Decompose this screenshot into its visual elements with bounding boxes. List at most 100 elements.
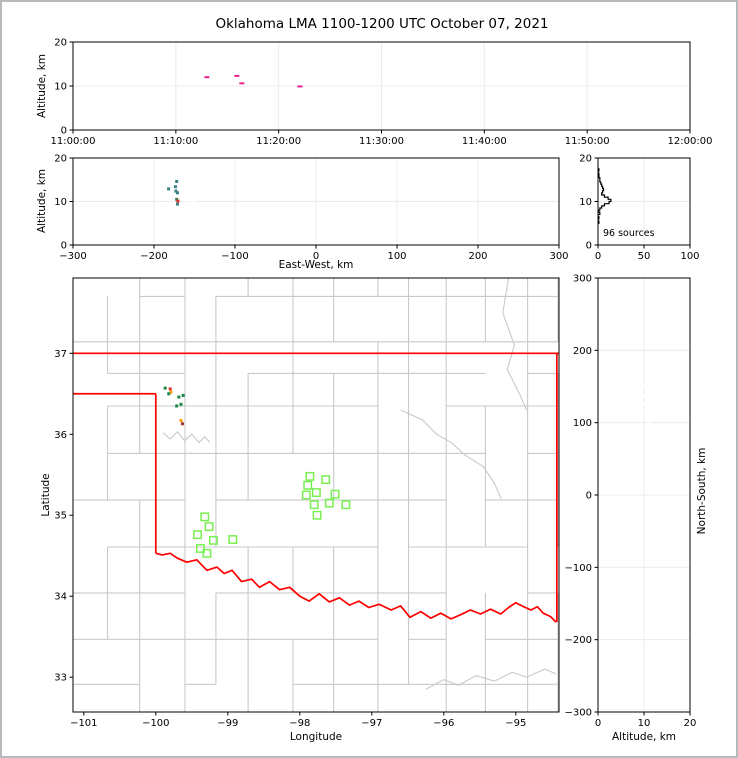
tick-label: 0 <box>586 491 592 502</box>
source-point <box>174 189 178 193</box>
source-point-white <box>647 421 651 425</box>
tick-label: 100 <box>680 251 699 262</box>
tick-label: 0 <box>313 251 319 262</box>
source-point-white <box>642 403 646 407</box>
tick-label: 100 <box>387 251 406 262</box>
tick-label: 12:00:00 <box>668 136 713 147</box>
tick-label: 35 <box>54 511 67 522</box>
tick-label: 300 <box>549 251 568 262</box>
source-point <box>181 393 185 397</box>
tick-label: 37 <box>54 349 67 360</box>
source-point-white <box>642 385 646 388</box>
tick-label: 0 <box>595 251 601 262</box>
source-point <box>175 202 179 206</box>
tick-label: 36 <box>54 430 67 441</box>
lma-station-marker <box>303 480 313 490</box>
lma-station-marker <box>193 530 203 540</box>
panel-spine <box>597 277 691 713</box>
tick-label: 34 <box>54 592 67 603</box>
eastwest-panel-ylabel: Altitude, km <box>36 168 48 234</box>
tick-label: −97 <box>361 718 382 729</box>
source-point <box>175 404 179 408</box>
tick-label: −200 <box>140 251 167 262</box>
source-point <box>176 199 180 203</box>
tick-label: −100 <box>142 718 169 729</box>
lma-station-marker <box>208 535 218 545</box>
source-point <box>168 387 172 391</box>
river-line <box>162 430 211 444</box>
tick-label: −100 <box>565 563 592 574</box>
panel-time-height: 11:00:00 11:10:00 11:20:00 11:30:00 11:40:00… <box>51 38 713 148</box>
river-line <box>425 668 557 690</box>
county-boundaries <box>73 278 559 712</box>
source-point <box>175 179 179 183</box>
northsouth-panel-xlabel: Altitude, km <box>611 731 677 743</box>
tick-label: 10 <box>54 82 67 93</box>
tick-label: 50 <box>638 251 651 262</box>
map-xlabel: Longitude <box>289 731 343 743</box>
source-point <box>175 197 179 201</box>
altitude-histogram-line <box>598 166 612 224</box>
tick-label: −96 <box>433 718 454 729</box>
source-point <box>204 76 210 79</box>
panel-plan-map: −101 −100 −99 −98 −97 −96 −95 33 34 35 36 37 <box>54 277 560 729</box>
lma-station-marker <box>195 543 205 553</box>
tick-label: 0 <box>61 241 67 252</box>
lma-station-marker <box>330 489 340 499</box>
source-point <box>175 191 179 195</box>
tick-label: 10 <box>579 197 592 208</box>
tick-label: 11:50:00 <box>565 136 610 147</box>
source-point-white <box>185 200 189 203</box>
source-point-white <box>642 394 646 398</box>
tick-label: −98 <box>289 718 310 729</box>
tick-label: 200 <box>468 251 487 262</box>
source-point <box>173 185 177 189</box>
source-point <box>180 422 184 426</box>
tick-label: −99 <box>217 718 238 729</box>
tick-label: 0 <box>61 126 67 137</box>
tick-label: 33 <box>54 673 67 684</box>
tick-label: 20 <box>54 154 67 165</box>
eastwest-panel-xlabel: East-West, km <box>278 259 354 271</box>
source-count-annotation: 96 sources <box>603 228 655 239</box>
source-point-white <box>643 411 647 415</box>
panel-altitude-histogram: 0 50 100 0 10 20 <box>579 154 699 263</box>
northsouth-panel-ylabel: North-South, km <box>696 447 708 535</box>
source-point <box>167 392 171 396</box>
figure-title: Oklahoma LMA 1100-1200 UTC October 07, 2… <box>215 16 549 32</box>
time-panel-ylabel: Altitude, km <box>36 53 48 119</box>
lma-station-marker <box>309 500 319 510</box>
source-point <box>239 82 245 85</box>
lma-station-marker <box>341 500 351 510</box>
lma-station-marker <box>200 512 210 522</box>
tick-label: 10 <box>54 197 67 208</box>
tick-label: 11:10:00 <box>153 136 198 147</box>
panel-spine <box>72 157 560 246</box>
source-point <box>167 187 171 191</box>
source-point <box>234 74 240 77</box>
panel-spine <box>597 157 691 246</box>
lma-station-marker <box>305 471 315 481</box>
tick-label: 11:30:00 <box>359 136 404 147</box>
source-point <box>179 402 183 406</box>
lma-station-marker <box>311 488 321 498</box>
lma-station-marker <box>301 490 311 500</box>
state-border-red-river <box>155 552 557 623</box>
tick-label: 20 <box>54 38 67 49</box>
tick-label: 300 <box>573 274 592 285</box>
tick-label: 0 <box>595 718 601 729</box>
source-point-white <box>191 200 195 203</box>
tick-label: −300 <box>565 708 592 719</box>
tick-label: 11:20:00 <box>256 136 301 147</box>
lma-station-marker <box>228 535 238 544</box>
source-point <box>177 395 181 399</box>
tick-label: −300 <box>59 251 86 262</box>
river-line <box>400 409 502 500</box>
tick-label: 10 <box>638 718 651 729</box>
lma-station-marker <box>324 498 334 508</box>
tick-label: 0 <box>586 241 592 252</box>
tick-label: 11:00:00 <box>51 136 96 147</box>
panel-eastwest-height: −300 −200 −100 0 100 200 300 0 10 20 <box>54 154 568 263</box>
